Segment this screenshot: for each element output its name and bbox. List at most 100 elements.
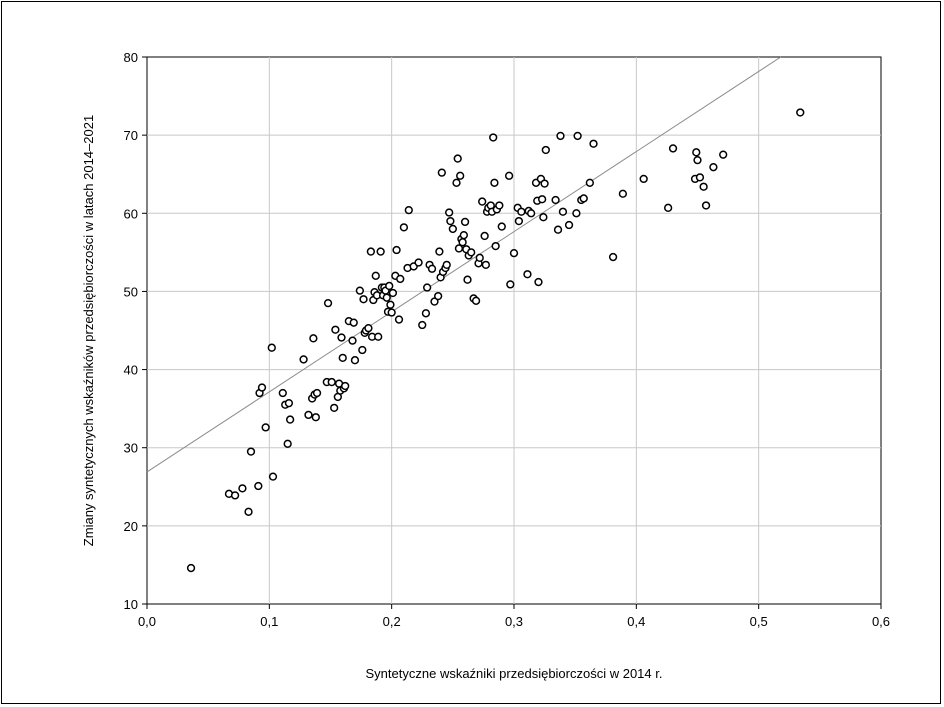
data-point xyxy=(573,131,582,141)
data-point xyxy=(309,334,318,343)
data-point xyxy=(551,195,560,205)
data-point xyxy=(459,231,468,240)
data-point xyxy=(639,174,648,184)
data-point xyxy=(376,247,385,256)
data-point xyxy=(709,163,718,172)
data-point xyxy=(463,275,472,284)
data-point xyxy=(467,248,476,257)
data-point xyxy=(608,252,618,262)
data-point xyxy=(458,238,467,247)
data-point xyxy=(418,320,427,330)
data-point xyxy=(517,207,526,216)
data-point xyxy=(539,213,548,222)
data-point xyxy=(186,563,196,573)
data-point xyxy=(719,150,728,159)
data-point xyxy=(437,168,446,177)
x-tick-label: 0,6 xyxy=(872,614,890,629)
data-point xyxy=(257,383,267,392)
data-point xyxy=(556,131,565,141)
data-point xyxy=(382,293,391,302)
data-point xyxy=(283,439,292,448)
y-tick-label: 60 xyxy=(124,206,138,221)
data-point xyxy=(668,144,678,153)
data-point xyxy=(399,223,409,232)
data-point xyxy=(693,155,702,165)
data-point xyxy=(585,178,594,187)
data-point xyxy=(358,345,367,355)
data-point xyxy=(414,258,423,267)
x-tick-label: 0,4 xyxy=(627,614,645,629)
data-point xyxy=(261,423,270,432)
data-point xyxy=(553,225,563,234)
data-point xyxy=(385,281,394,291)
y-tick-label: 80 xyxy=(124,50,138,65)
data-points xyxy=(186,108,805,573)
data-point xyxy=(386,300,395,309)
data-point xyxy=(490,178,499,187)
x-axis-ticks: 0,0 0,1 0,2 0,3 0,4 0,5 0,6 xyxy=(138,604,890,629)
data-point xyxy=(304,410,313,420)
data-point xyxy=(327,377,336,387)
data-point xyxy=(618,189,628,198)
data-point xyxy=(796,108,805,117)
data-point xyxy=(394,315,404,324)
data-point xyxy=(359,295,368,304)
data-point xyxy=(299,355,308,364)
x-tick-label: 0,2 xyxy=(383,614,401,629)
data-point xyxy=(435,247,444,256)
data-point xyxy=(396,274,405,284)
data-point xyxy=(421,309,431,318)
x-tick-label: 0,1 xyxy=(260,614,278,629)
data-point xyxy=(534,277,543,287)
data-point xyxy=(430,297,439,306)
data-point xyxy=(434,291,443,301)
data-point xyxy=(311,413,320,422)
data-point xyxy=(497,222,506,231)
data-point xyxy=(663,203,673,212)
data-point xyxy=(284,399,294,408)
data-point xyxy=(341,381,350,391)
y-axis-title: Zmiany syntetycznych wskaźników przedsię… xyxy=(81,115,96,546)
data-point xyxy=(366,247,376,256)
data-point xyxy=(442,260,451,270)
data-point xyxy=(504,171,514,180)
grid-lines xyxy=(147,57,881,604)
data-point xyxy=(448,224,457,234)
data-point xyxy=(471,296,481,305)
data-point xyxy=(422,283,432,292)
y-tick-label: 20 xyxy=(124,519,138,534)
data-point xyxy=(701,201,711,210)
data-point xyxy=(475,253,484,262)
data-point xyxy=(460,217,470,227)
data-point xyxy=(541,145,550,155)
y-tick-label: 40 xyxy=(124,363,138,378)
data-point xyxy=(564,220,574,230)
data-point xyxy=(453,154,462,163)
data-point xyxy=(445,208,454,217)
data-point xyxy=(478,197,487,206)
data-point xyxy=(338,353,347,363)
data-point xyxy=(452,178,461,187)
data-point xyxy=(323,299,333,308)
data-point xyxy=(480,231,489,241)
data-point xyxy=(456,171,465,180)
data-point xyxy=(355,286,365,295)
data-point xyxy=(695,173,705,182)
data-point xyxy=(589,139,598,148)
data-point xyxy=(331,325,340,334)
y-tick-label: 70 xyxy=(124,128,138,143)
data-point xyxy=(330,403,339,413)
y-tick-label: 30 xyxy=(124,441,138,456)
data-point xyxy=(374,332,383,341)
data-point xyxy=(278,388,287,398)
data-point xyxy=(489,133,498,142)
data-point xyxy=(699,182,708,191)
data-point xyxy=(387,308,396,317)
data-point xyxy=(579,194,588,203)
data-point xyxy=(446,216,455,226)
data-point xyxy=(558,207,568,216)
x-tick-label: 0,3 xyxy=(505,614,523,629)
data-point xyxy=(364,324,373,333)
data-point xyxy=(514,216,524,226)
